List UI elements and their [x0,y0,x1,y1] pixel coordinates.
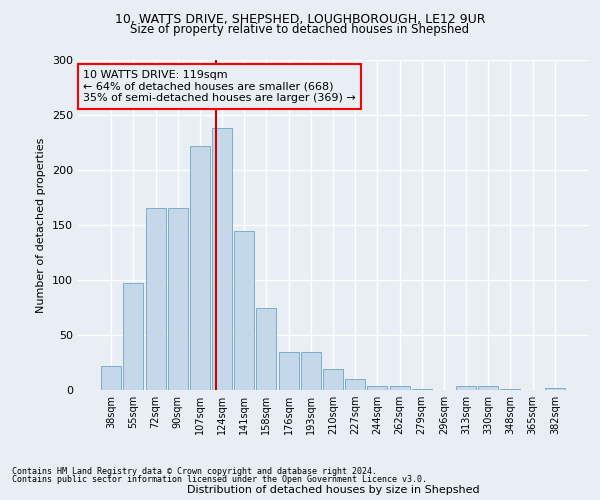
Bar [345,379,365,390]
Bar [278,352,299,390]
Bar [456,386,476,390]
Bar [212,128,232,390]
Bar [168,208,188,390]
Bar [500,389,520,390]
Bar [412,389,432,390]
Bar [124,284,143,390]
Text: Distribution of detached houses by size in Shepshed: Distribution of detached houses by size … [187,485,479,495]
Bar [545,388,565,390]
Text: Contains public sector information licensed under the Open Government Licence v3: Contains public sector information licen… [12,475,427,484]
Bar [146,208,166,390]
Text: Contains HM Land Registry data © Crown copyright and database right 2024.: Contains HM Land Registry data © Crown c… [12,467,377,476]
Y-axis label: Number of detached properties: Number of detached properties [37,138,46,312]
Bar [367,386,388,390]
Text: 10, WATTS DRIVE, SHEPSHED, LOUGHBOROUGH, LE12 9UR: 10, WATTS DRIVE, SHEPSHED, LOUGHBOROUGH,… [115,12,485,26]
Bar [478,386,498,390]
Bar [389,386,410,390]
Bar [323,369,343,390]
Text: Size of property relative to detached houses in Shepshed: Size of property relative to detached ho… [130,22,470,36]
Bar [256,308,277,390]
Bar [101,366,121,390]
Text: 10 WATTS DRIVE: 119sqm
← 64% of detached houses are smaller (668)
35% of semi-de: 10 WATTS DRIVE: 119sqm ← 64% of detached… [83,70,356,103]
Bar [190,146,210,390]
Bar [234,230,254,390]
Bar [301,352,321,390]
